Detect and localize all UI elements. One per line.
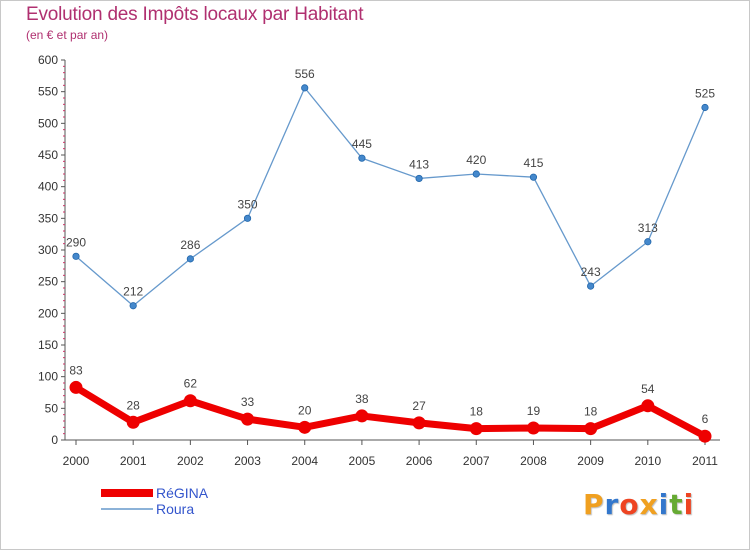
data-point-regina bbox=[69, 380, 83, 394]
y-tick-label: 400 bbox=[38, 180, 58, 194]
y-tick-label: 500 bbox=[38, 116, 58, 130]
data-label-roura: 286 bbox=[180, 238, 200, 252]
data-label-roura: 420 bbox=[466, 153, 486, 167]
data-point-roura bbox=[529, 173, 538, 181]
data-label-regina: 38 bbox=[355, 392, 369, 406]
y-tick-label: 600 bbox=[38, 53, 58, 67]
data-point-regina bbox=[584, 422, 598, 436]
data-label-regina: 20 bbox=[298, 403, 312, 417]
data-label-regina: 83 bbox=[69, 363, 83, 377]
data-point-roura bbox=[186, 255, 194, 263]
data-point-regina bbox=[126, 415, 140, 429]
data-label-roura: 413 bbox=[409, 157, 429, 171]
data-label-regina: 54 bbox=[641, 382, 655, 396]
data-point-regina bbox=[526, 421, 540, 435]
proxiti-logo: Proxiti bbox=[583, 488, 694, 521]
data-point-regina bbox=[355, 409, 369, 423]
data-label-roura: 525 bbox=[695, 87, 715, 101]
logo-letter: i bbox=[683, 488, 695, 521]
y-tick-label: 550 bbox=[38, 85, 58, 99]
data-label-roura: 212 bbox=[123, 285, 143, 299]
data-label-regina: 19 bbox=[527, 404, 541, 418]
data-label-roura: 556 bbox=[295, 67, 315, 81]
data-point-regina bbox=[183, 394, 197, 408]
data-point-regina bbox=[412, 416, 426, 430]
y-tick-label: 150 bbox=[38, 338, 58, 352]
y-tick-label: 350 bbox=[38, 211, 58, 225]
x-tick-label: 2004 bbox=[291, 454, 318, 468]
y-tick-label: 100 bbox=[38, 370, 58, 384]
data-point-regina bbox=[298, 420, 312, 434]
data-point-roura bbox=[129, 302, 137, 310]
x-tick-label: 2002 bbox=[177, 454, 204, 468]
legend-label-roura: Roura bbox=[156, 501, 195, 517]
y-tick-label: 300 bbox=[38, 243, 58, 257]
data-point-regina bbox=[241, 412, 255, 426]
series-line-regina bbox=[74, 384, 707, 440]
x-tick-label: 2010 bbox=[634, 454, 661, 468]
data-point-roura bbox=[358, 154, 366, 162]
data-point-regina bbox=[641, 399, 655, 413]
y-tick-label: 200 bbox=[38, 306, 58, 320]
logo-letter: r bbox=[604, 488, 620, 521]
y-tick-label: 250 bbox=[38, 275, 58, 289]
x-tick-label: 2011 bbox=[692, 454, 718, 468]
data-point-roura bbox=[644, 238, 652, 246]
x-tick-label: 2005 bbox=[349, 454, 376, 468]
data-point-roura bbox=[701, 103, 709, 112]
legend-swatch-regina bbox=[101, 489, 153, 497]
data-point-roura bbox=[243, 214, 252, 222]
y-tick-label: 450 bbox=[38, 148, 58, 162]
y-tick-label: 0 bbox=[51, 433, 58, 447]
data-label-roura: 243 bbox=[581, 265, 601, 279]
data-label-regina: 28 bbox=[127, 398, 141, 412]
data-label-regina: 18 bbox=[584, 405, 598, 419]
data-label-regina: 6 bbox=[702, 412, 709, 426]
x-tick-label: 2003 bbox=[234, 454, 261, 468]
logo-letter: o bbox=[619, 488, 640, 521]
legend-swatch-roura bbox=[101, 508, 153, 510]
data-label-roura: 313 bbox=[638, 221, 658, 235]
x-tick-label: 2001 bbox=[120, 454, 147, 468]
logo-letter: P bbox=[583, 488, 605, 521]
data-label-roura: 445 bbox=[352, 137, 372, 151]
data-point-roura bbox=[72, 252, 80, 260]
data-label-roura: 415 bbox=[523, 156, 543, 170]
chart-subtitle: (en € et par an) bbox=[26, 28, 109, 42]
x-tick-label: 2000 bbox=[63, 454, 90, 468]
chart-title: Evolution des Impôts locaux par Habitant bbox=[26, 4, 364, 25]
y-tick-label: 50 bbox=[45, 401, 59, 415]
logo-letter: t bbox=[669, 488, 684, 521]
x-tick-label: 2007 bbox=[463, 454, 490, 468]
data-label-roura: 290 bbox=[66, 235, 86, 249]
x-tick-label: 2006 bbox=[406, 454, 433, 468]
data-point-roura bbox=[472, 170, 480, 178]
logo-letter: i bbox=[658, 488, 670, 521]
data-point-regina bbox=[469, 422, 483, 436]
data-label-regina: 33 bbox=[241, 395, 255, 409]
logo-letter: x bbox=[639, 488, 659, 521]
data-label-regina: 62 bbox=[184, 377, 198, 391]
data-label-regina: 27 bbox=[412, 399, 426, 413]
x-tick-label: 2008 bbox=[520, 454, 547, 468]
data-point-roura bbox=[301, 84, 309, 92]
legend-label-regina: RéGINA bbox=[156, 485, 209, 501]
series-line-roura bbox=[75, 86, 706, 307]
data-point-roura bbox=[415, 174, 423, 183]
data-point-roura bbox=[587, 282, 595, 290]
data-label-roura: 350 bbox=[238, 197, 258, 211]
data-label-regina: 18 bbox=[470, 405, 484, 419]
data-point-regina bbox=[698, 429, 712, 443]
x-tick-label: 2009 bbox=[577, 454, 604, 468]
